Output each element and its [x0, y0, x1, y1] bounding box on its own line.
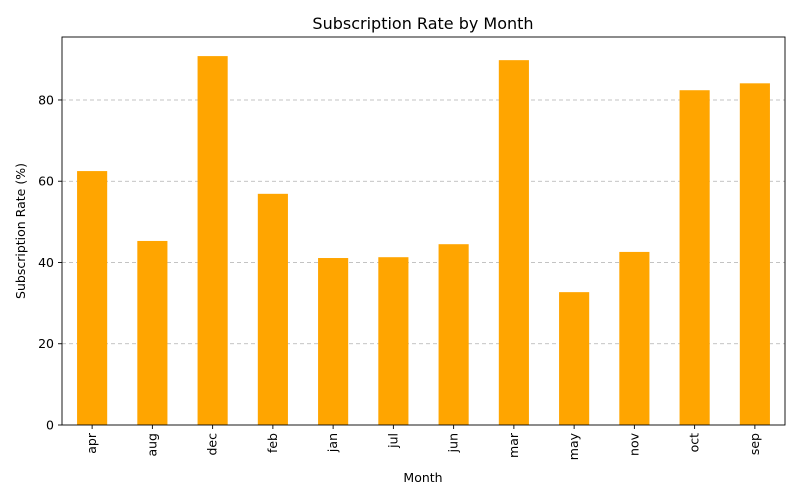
x-tick-label-mar: mar	[506, 432, 521, 458]
x-tick-label-oct: oct	[687, 433, 702, 453]
bar-aug	[137, 240, 168, 425]
bar-mar	[498, 60, 529, 426]
x-tick-label-aug: aug	[144, 433, 159, 457]
y-tick-label: 40	[38, 255, 54, 270]
x-tick-label-dec: dec	[205, 433, 220, 456]
bar-apr	[77, 171, 108, 425]
bar-sep	[739, 83, 770, 426]
chart-title: Subscription Rate by Month	[312, 14, 533, 33]
x-tick-label-jul: jul	[385, 433, 400, 449]
y-tick-label: 60	[38, 174, 54, 189]
x-tick-label-jan: jan	[325, 433, 340, 453]
y-axis-label: Subscription Rate (%)	[13, 163, 28, 299]
x-axis-ticks: apr aug dec feb jan jul jun mar may nov oct sep	[84, 425, 762, 460]
x-tick-label-jun: jun	[446, 433, 461, 453]
bar-jun	[438, 244, 469, 425]
bar-oct	[679, 90, 710, 426]
bar-jul	[378, 257, 409, 425]
x-axis-label: Month	[403, 470, 442, 485]
bar-may	[559, 292, 590, 425]
x-tick-label-may: may	[566, 432, 581, 460]
bars	[77, 56, 770, 426]
x-tick-label-nov: nov	[626, 432, 641, 456]
plot-frame	[61, 36, 786, 426]
bar-dec	[197, 56, 228, 426]
y-axis-ticks: 0 20 40 60 80	[38, 92, 62, 433]
y-tick-label: 0	[46, 418, 54, 433]
y-tick-label: 20	[38, 336, 54, 351]
x-tick-label-apr: apr	[84, 432, 99, 454]
y-tick-label: 80	[38, 92, 54, 107]
bar-feb	[257, 193, 288, 425]
x-tick-label-sep: sep	[747, 433, 762, 455]
bar-nov	[619, 251, 650, 425]
grid-lines	[62, 99, 785, 345]
bar-jan	[318, 258, 349, 425]
x-tick-label-feb: feb	[265, 433, 280, 453]
